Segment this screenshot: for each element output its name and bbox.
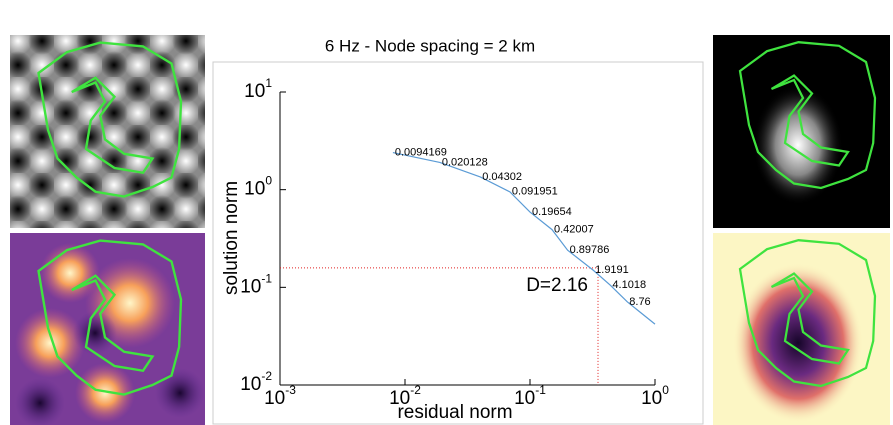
curve [392, 151, 656, 325]
y-axis-label: solution norm [221, 181, 242, 295]
tick-exponent: 1 [265, 76, 272, 90]
tick-base: 10 [240, 374, 261, 395]
tick-base: 10 [264, 388, 285, 409]
tick-label: 10-1 [240, 272, 272, 298]
point-label: 0.0094169 [395, 146, 447, 158]
point-label: 0.091951 [512, 186, 558, 198]
tick-base: 10 [244, 179, 265, 200]
tick-exponent: -1 [261, 272, 272, 286]
corner-label: D=2.16 [526, 275, 588, 296]
tick-exponent: -3 [285, 383, 296, 397]
image-panel [10, 35, 205, 228]
image-panel [10, 233, 205, 425]
tick-label: 10-2 [240, 369, 272, 395]
point-label: 0.020128 [442, 156, 488, 168]
point-label: 0.89786 [570, 244, 610, 256]
point-label: 4.1018 [612, 279, 646, 291]
point-label: 8.76 [629, 296, 650, 308]
tick-exponent: 0 [265, 174, 272, 188]
tick-label: 101 [244, 76, 272, 102]
tick-label: 10-2 [389, 383, 421, 409]
tick-label: 100 [641, 383, 669, 409]
x-axis-label: residual norm [397, 402, 512, 423]
tick-exponent: 0 [662, 383, 669, 397]
tick-base: 10 [389, 388, 410, 409]
point-label: 0.04302 [482, 171, 522, 183]
tick-exponent: -2 [261, 369, 272, 383]
image-panel [713, 233, 890, 425]
tick-base: 10 [514, 388, 535, 409]
tick-label: 10-3 [264, 383, 296, 409]
tick-exponent: -2 [410, 383, 421, 397]
tick-exponent: -1 [535, 383, 546, 397]
point-label: 0.19654 [532, 206, 572, 218]
tick-base: 10 [641, 388, 662, 409]
point-label: 1.9191 [595, 264, 629, 276]
tick-label: 10-1 [514, 383, 546, 409]
tick-base: 10 [240, 276, 261, 297]
chart-frame [212, 61, 704, 425]
point-label: 0.42007 [554, 224, 594, 236]
chart-title: 6 Hz - Node spacing = 2 km [325, 36, 535, 55]
image-panel [713, 35, 890, 228]
tick-label: 100 [244, 174, 272, 200]
tick-base: 10 [244, 81, 265, 102]
